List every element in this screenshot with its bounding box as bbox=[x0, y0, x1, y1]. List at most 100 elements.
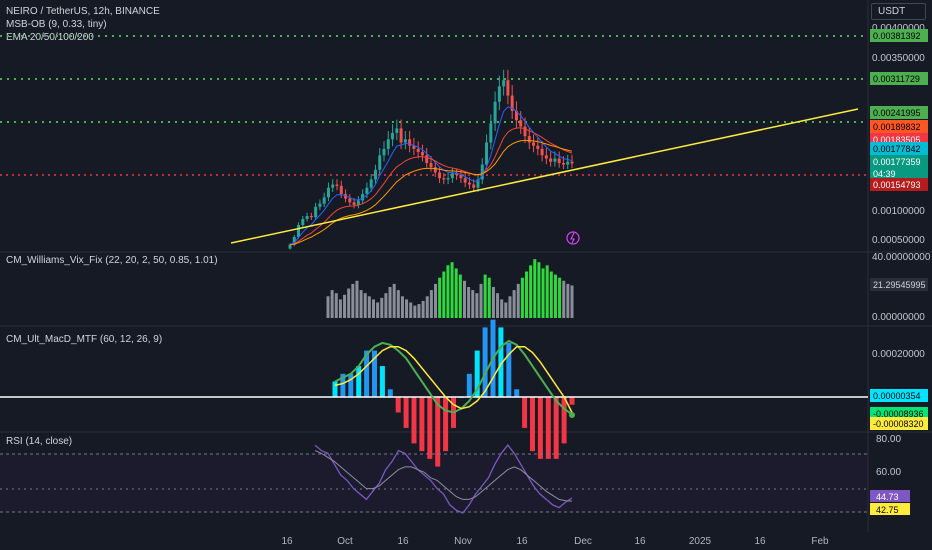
macd-title[interactable]: CM_Ult_MacD_MTF (60, 12, 26, 9) bbox=[6, 334, 162, 345]
vix-bar bbox=[384, 293, 388, 318]
candle-body bbox=[510, 95, 514, 111]
vix-bar bbox=[483, 274, 487, 318]
indicator-ema[interactable]: EMA 20/50/100/200 bbox=[6, 32, 94, 43]
candle-body bbox=[519, 120, 523, 127]
candle-body bbox=[566, 161, 570, 165]
macd-hist-bar bbox=[498, 327, 504, 397]
trendline[interactable] bbox=[230, 108, 859, 244]
candle-body bbox=[540, 148, 544, 156]
indicator-msb-ob[interactable]: MSB-OB (9, 0.33, tiny) bbox=[6, 19, 107, 30]
macd-hist-bar bbox=[411, 397, 417, 444]
candles bbox=[288, 69, 574, 250]
candle-body bbox=[365, 187, 369, 195]
vix-bar bbox=[429, 290, 433, 318]
candle-body bbox=[335, 184, 339, 186]
candle-body bbox=[506, 80, 510, 96]
macd-end-dot bbox=[569, 412, 575, 418]
candle-body bbox=[412, 145, 416, 149]
vix-bar bbox=[479, 283, 483, 318]
candle-body bbox=[455, 173, 459, 175]
macd-badge-text: 0.00000354 bbox=[873, 391, 921, 401]
macd-tick: 0.00020000 bbox=[872, 349, 925, 360]
candle-body bbox=[297, 225, 301, 237]
candle-body bbox=[318, 203, 322, 207]
candle-body bbox=[399, 128, 403, 143]
rsi-tick: 80.00 bbox=[876, 434, 901, 445]
ema-line bbox=[289, 106, 573, 246]
macd-pane[interactable] bbox=[0, 326, 868, 432]
alert-icon[interactable] bbox=[566, 231, 580, 245]
vix-bar bbox=[504, 302, 508, 318]
candle-body bbox=[288, 244, 292, 249]
price-badge-text: 0.00177359 bbox=[873, 157, 921, 167]
price-badge-text: 0.00183505 bbox=[873, 135, 921, 145]
vix-pane[interactable] bbox=[0, 252, 868, 326]
price-pane[interactable] bbox=[0, 0, 868, 252]
macd-badges: 0.00000354 -0.00008936-0.00008320 bbox=[870, 389, 928, 430]
price-badge bbox=[870, 178, 928, 191]
vix-bar bbox=[338, 299, 342, 318]
candle-body bbox=[403, 139, 407, 143]
price-tick: 0.00050000 bbox=[872, 235, 925, 246]
candle-body bbox=[301, 219, 305, 225]
candle-body bbox=[425, 155, 429, 163]
symbol-title[interactable]: NEIRO / TetherUS, 12h, BINANCE bbox=[6, 6, 160, 17]
vix-bar bbox=[553, 274, 557, 318]
candle-body bbox=[292, 237, 296, 245]
candle-body bbox=[416, 148, 420, 153]
time-axis-label: 16 bbox=[754, 536, 766, 547]
vix-bar bbox=[343, 294, 347, 318]
time-axis-label: 16 bbox=[397, 536, 409, 547]
vix-bar bbox=[442, 271, 446, 318]
price-badge-text: 0.00189832 bbox=[873, 122, 921, 132]
macd-hist-bar bbox=[466, 373, 472, 397]
macd-badge bbox=[870, 389, 928, 402]
macd-hist-bar bbox=[403, 397, 409, 428]
time-axis-label: Oct bbox=[337, 536, 353, 547]
rsi-band bbox=[0, 454, 868, 512]
candle-body bbox=[536, 145, 540, 149]
candle-body bbox=[557, 158, 561, 163]
vix-bar bbox=[363, 293, 367, 318]
vix-bar bbox=[371, 299, 375, 318]
candle-body bbox=[378, 155, 382, 170]
candle-body bbox=[305, 216, 309, 219]
vix-bar bbox=[471, 290, 475, 318]
price-badge-text: 0.00177842 bbox=[873, 144, 921, 154]
vix-bar bbox=[516, 283, 520, 318]
macd-hist-bar bbox=[522, 397, 528, 428]
vix-bar bbox=[475, 293, 479, 318]
macd-hist-bar bbox=[569, 397, 575, 405]
rsi-tick: 60.00 bbox=[876, 467, 901, 478]
vix-bar bbox=[367, 296, 371, 318]
currency-button[interactable]: USDT bbox=[871, 3, 926, 20]
candle-body bbox=[561, 163, 565, 165]
candle-body bbox=[326, 187, 330, 198]
vix-bar bbox=[380, 297, 384, 318]
price-badge bbox=[870, 29, 928, 42]
time-axis-label: 16 bbox=[516, 536, 528, 547]
vix-bar bbox=[491, 287, 495, 318]
macd-hist-bar bbox=[514, 389, 520, 397]
rsi-title[interactable]: RSI (14, close) bbox=[6, 436, 72, 447]
macd-hist-bar bbox=[395, 397, 401, 413]
vix-bar bbox=[462, 280, 466, 318]
candle-body bbox=[309, 216, 313, 218]
vix-title[interactable]: CM_Williams_Vix_Fix (22, 20, 2, 50, 0.85… bbox=[6, 255, 218, 266]
vix-bar bbox=[508, 296, 512, 318]
vix-badge-text: 21.29545995 bbox=[873, 280, 926, 290]
candle-body bbox=[489, 123, 493, 143]
macd-hist-bar bbox=[364, 350, 370, 397]
candle-body bbox=[433, 167, 437, 173]
macd-hist-bar bbox=[332, 381, 338, 397]
vix-bar bbox=[537, 262, 541, 318]
vix-bar bbox=[496, 293, 500, 318]
time-axis-label: Feb bbox=[811, 536, 829, 547]
price-badge-text: 0.00154793 bbox=[873, 180, 921, 190]
price-badge-text: 04:39 bbox=[873, 169, 896, 179]
vix-bar bbox=[570, 285, 574, 318]
candle-body bbox=[523, 126, 527, 137]
candle-body bbox=[544, 155, 548, 159]
time-axis[interactable]: 16 Oct 16 Nov 16 Dec 16 2025 16 Feb bbox=[281, 536, 829, 547]
